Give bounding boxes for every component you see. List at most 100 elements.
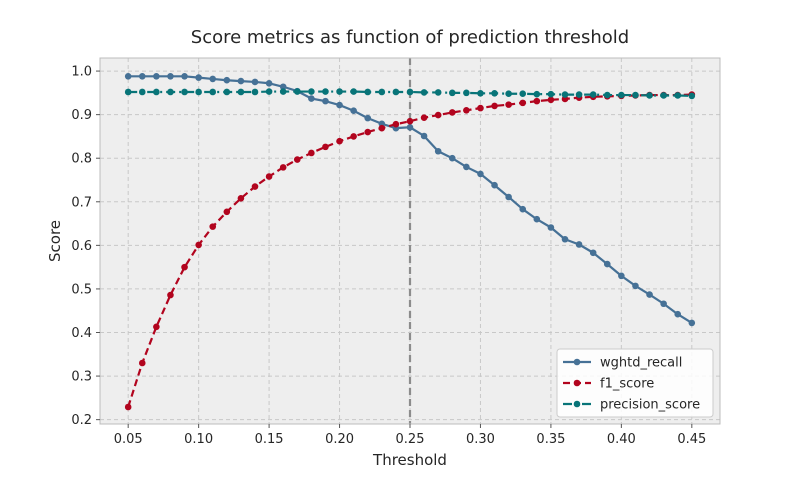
- data-point: [561, 91, 569, 98]
- data-point: [392, 88, 400, 96]
- data-point: [336, 101, 343, 109]
- data-point: [434, 147, 442, 155]
- data-point: [477, 89, 484, 97]
- data-point: [632, 91, 639, 99]
- data-point: [195, 74, 202, 81]
- data-point: [688, 92, 696, 100]
- data-point: [195, 241, 202, 249]
- data-point: [138, 73, 146, 80]
- legend-label: precision_score: [600, 398, 700, 413]
- data-point: [279, 88, 287, 95]
- x-tick-label: 0.35: [536, 432, 565, 447]
- legend-label: wghtd_recall: [600, 356, 682, 371]
- data-point: [603, 260, 611, 268]
- data-point: [195, 88, 202, 96]
- data-point: [293, 88, 301, 95]
- data-point: [308, 88, 315, 95]
- data-point: [350, 107, 357, 115]
- data-point: [237, 88, 245, 96]
- data-point: [167, 88, 174, 96]
- data-point: [350, 133, 357, 140]
- legend: wghtd_recall f1_score precision_score: [556, 348, 714, 418]
- legend-box: [556, 348, 714, 418]
- data-point: [364, 128, 372, 136]
- data-point: [434, 89, 442, 96]
- data-point: [491, 102, 498, 110]
- data-point: [308, 149, 315, 157]
- y-tick-label: 0.4: [71, 326, 92, 341]
- data-point: [533, 215, 541, 223]
- data-point: [223, 76, 231, 84]
- data-point: [279, 164, 287, 171]
- data-point: [463, 89, 470, 97]
- data-point: [603, 91, 611, 99]
- data-point: [167, 73, 174, 80]
- data-point: [350, 88, 357, 95]
- y-tick-label: 1.0: [71, 65, 92, 80]
- x-tick-label: 0.30: [466, 432, 495, 447]
- data-point: [265, 88, 273, 95]
- y-tick-label: 0.6: [71, 239, 92, 254]
- data-point: [138, 359, 146, 367]
- data-point: [420, 132, 428, 140]
- x-tick-label: 0.25: [396, 432, 425, 447]
- data-point: [336, 137, 343, 145]
- legend-item-wghtd_recall: wghtd_recall: [563, 356, 682, 371]
- data-point: [646, 291, 653, 298]
- data-point: [336, 88, 343, 95]
- data-point: [533, 97, 541, 105]
- data-point: [223, 88, 231, 96]
- data-point: [420, 114, 428, 121]
- y-tick-label: 0.7: [71, 195, 92, 210]
- data-point: [491, 181, 498, 189]
- data-point: [223, 208, 231, 216]
- series-line-f1_score: [127, 93, 692, 408]
- series-layer: [124, 73, 696, 411]
- data-point: [561, 235, 569, 243]
- data-point: [322, 143, 329, 151]
- data-point: [519, 205, 527, 213]
- data-point: [618, 91, 625, 99]
- data-point: [505, 90, 512, 98]
- data-point: [209, 75, 217, 83]
- data-point: [575, 241, 583, 248]
- x-tick-label: 0.05: [114, 432, 143, 447]
- data-point: [618, 272, 625, 280]
- x-axis-ticks: 0.05 0.10 0.15 0.20 0.25 0.30 0.35 0.40 0.45: [114, 424, 706, 447]
- chart-title: Score metrics as function of prediction …: [191, 27, 629, 48]
- data-point: [491, 89, 498, 97]
- data-point: [674, 310, 682, 318]
- data-point: [279, 83, 287, 91]
- y-axis-label: Score: [46, 220, 64, 262]
- data-point: [237, 77, 245, 85]
- data-point: [434, 111, 442, 119]
- x-tick-label: 0.20: [325, 432, 354, 447]
- data-point: [181, 73, 188, 80]
- data-point: [322, 88, 329, 95]
- legend-marker: [573, 358, 581, 366]
- data-point: [181, 263, 188, 271]
- legend-label: f1_score: [600, 377, 654, 392]
- data-point: [153, 323, 160, 331]
- data-point: [575, 91, 583, 98]
- data-point: [322, 97, 329, 105]
- x-tick-label: 0.45: [677, 432, 706, 447]
- data-point: [251, 88, 259, 96]
- data-point: [308, 95, 315, 102]
- data-point: [519, 90, 527, 98]
- x-tick-label: 0.15: [255, 432, 284, 447]
- y-tick-label: 0.2: [71, 413, 92, 428]
- data-point: [138, 88, 146, 96]
- x-tick-label: 0.40: [607, 432, 636, 447]
- data-point: [674, 92, 682, 99]
- series-wghtd_recall: [124, 73, 696, 327]
- data-point: [547, 224, 555, 231]
- data-point: [251, 183, 259, 190]
- data-point: [632, 282, 639, 290]
- data-point: [293, 156, 301, 163]
- data-point: [124, 88, 132, 96]
- data-point: [392, 120, 400, 128]
- data-point: [688, 319, 696, 327]
- data-point: [209, 88, 217, 96]
